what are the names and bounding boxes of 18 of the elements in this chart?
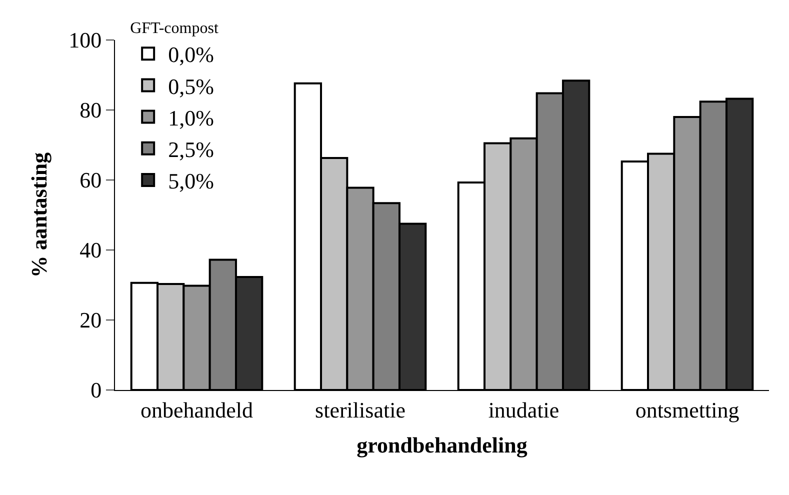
x-axis-title: grondbehandeling (356, 432, 528, 458)
x-tick-label: inudatie (488, 397, 560, 422)
x-tick-label: sterilisatie (315, 397, 406, 422)
y-tick-label: 40 (80, 238, 102, 263)
y-tick-label: 80 (80, 98, 102, 123)
x-tick-label: ontsmetting (635, 397, 740, 422)
y-tick-label: 100 (68, 28, 102, 53)
y-tick-label: 20 (80, 308, 102, 333)
legend-label: 0,5% (168, 74, 214, 99)
y-tick-label: 60 (80, 168, 102, 193)
legend-label: 2,5% (168, 136, 214, 162)
legend-label: 5,0% (168, 168, 214, 194)
x-tick-label: onbehandeld (140, 397, 253, 422)
y-tick-label: 0 (90, 378, 102, 403)
legend-label: 1,0% (168, 105, 214, 130)
legend-title: GFT-compost (130, 20, 219, 37)
y-axis-title: % aantasting (26, 152, 52, 278)
legend-label: 0,0% (168, 42, 214, 68)
